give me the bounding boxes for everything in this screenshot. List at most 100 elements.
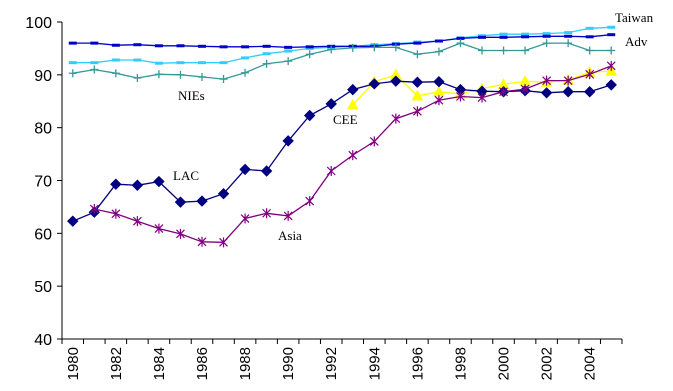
- chart-series-labels: Taiwan Adv NIEs CEE LAC Asia: [173, 10, 654, 243]
- data-point: [585, 69, 595, 80]
- x-tick-label: 1984: [151, 347, 168, 380]
- data-point: [607, 25, 616, 29]
- data-point: [478, 35, 486, 39]
- data-point: [305, 45, 314, 49]
- data-point: [607, 33, 616, 37]
- data-point: [606, 60, 616, 71]
- data-point: [153, 175, 165, 188]
- data-point: [68, 41, 77, 45]
- data-point: [585, 46, 594, 55]
- series-line: [72, 80, 612, 222]
- data-point: [477, 92, 487, 103]
- data-point: [327, 45, 336, 54]
- chart-series: [67, 25, 618, 248]
- y-tick-label: 50: [34, 279, 52, 296]
- y-tick-label: 80: [34, 121, 52, 138]
- data-point: [219, 45, 228, 49]
- data-point: [284, 49, 293, 53]
- data-point: [564, 34, 573, 38]
- data-point: [154, 44, 163, 48]
- x-tick-label: 1988: [237, 347, 254, 380]
- data-point: [262, 59, 271, 68]
- x-tick-label: 2000: [496, 347, 513, 380]
- data-point: [262, 52, 271, 56]
- x-tick-label: 1982: [108, 347, 125, 380]
- x-tick-label: 1996: [409, 347, 426, 380]
- data-point: [196, 195, 208, 207]
- data-point: [499, 35, 508, 39]
- x-tick-label: 2002: [539, 347, 556, 380]
- data-point: [262, 44, 271, 48]
- data-point: [284, 45, 293, 49]
- data-point: [346, 98, 359, 110]
- data-point: [433, 75, 445, 88]
- data-point: [68, 61, 77, 65]
- data-point: [133, 74, 142, 83]
- data-point: [369, 136, 379, 147]
- data-point: [176, 61, 185, 65]
- data-point: [133, 58, 142, 62]
- data-point: [433, 85, 445, 97]
- data-point: [519, 75, 531, 86]
- data-point: [411, 76, 424, 88]
- series-label-lac: LAC: [173, 168, 199, 183]
- data-point: [583, 86, 596, 98]
- data-point: [368, 78, 381, 90]
- data-point: [391, 113, 401, 124]
- data-point: [434, 47, 443, 56]
- data-point: [90, 65, 99, 74]
- x-tick-label: 1992: [323, 347, 340, 380]
- data-point: [176, 70, 185, 79]
- data-point: [390, 75, 402, 87]
- data-point: [219, 61, 228, 65]
- data-point: [240, 213, 250, 224]
- data-point: [542, 32, 551, 36]
- series-label-cee: CEE: [333, 112, 358, 127]
- data-point: [305, 46, 314, 50]
- data-point: [68, 69, 77, 78]
- data-point: [111, 69, 120, 78]
- series-nies: [68, 39, 616, 84]
- data-point: [219, 237, 228, 248]
- data-point: [133, 43, 142, 47]
- data-point: [198, 44, 206, 48]
- data-point: [521, 35, 530, 39]
- data-point: [391, 43, 400, 52]
- series-label-asia: Asia: [278, 228, 302, 243]
- series-adv: [68, 33, 616, 49]
- data-point: [284, 57, 293, 66]
- data-point: [176, 228, 185, 239]
- data-point: [241, 68, 250, 77]
- y-tick-label: 70: [34, 174, 52, 191]
- series-label-taiwan: Taiwan: [615, 10, 654, 25]
- data-point: [305, 50, 314, 59]
- data-point: [456, 91, 465, 102]
- data-point: [197, 236, 207, 247]
- data-point: [411, 89, 424, 101]
- data-point: [562, 86, 574, 98]
- x-tick-label: 1998: [452, 347, 469, 380]
- data-point: [370, 43, 379, 52]
- data-point: [110, 178, 122, 190]
- data-point: [154, 223, 164, 234]
- data-point: [174, 196, 187, 208]
- data-point: [605, 79, 617, 91]
- y-tick-label: 60: [34, 226, 52, 243]
- data-point: [282, 135, 294, 147]
- series-label-nies: NIEs: [178, 88, 205, 103]
- data-point: [176, 44, 185, 48]
- data-point: [564, 31, 573, 35]
- data-point: [413, 41, 422, 45]
- data-point: [132, 216, 142, 227]
- data-point: [283, 210, 293, 221]
- series-line: [72, 42, 612, 80]
- data-point: [456, 36, 465, 40]
- data-point: [325, 98, 337, 110]
- data-point: [217, 188, 230, 200]
- series-lac: [67, 75, 617, 227]
- data-point: [540, 87, 553, 99]
- x-tick-label: 1980: [65, 347, 82, 380]
- data-point: [347, 83, 359, 96]
- y-tick-label: 40: [34, 332, 52, 349]
- data-point: [521, 32, 530, 36]
